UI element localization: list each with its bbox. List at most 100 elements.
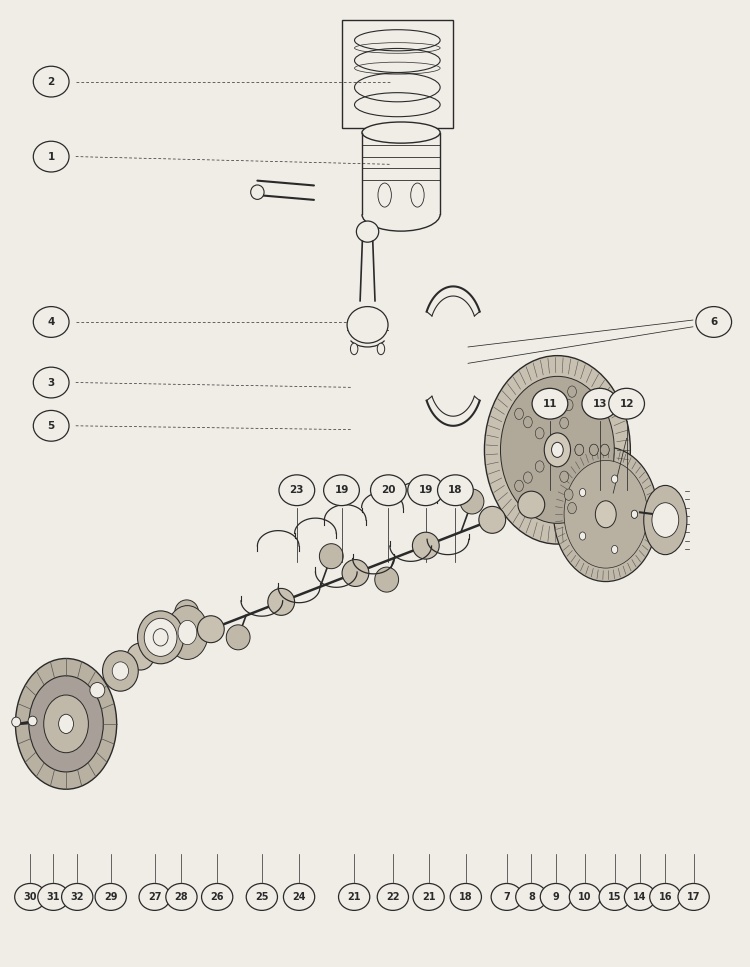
Circle shape	[564, 399, 573, 411]
Ellipse shape	[175, 600, 199, 625]
Circle shape	[524, 417, 532, 427]
Circle shape	[554, 447, 658, 581]
Ellipse shape	[411, 183, 424, 207]
Text: 7: 7	[503, 892, 510, 902]
Text: 15: 15	[608, 892, 622, 902]
Circle shape	[536, 461, 544, 472]
Ellipse shape	[251, 185, 264, 199]
Circle shape	[568, 503, 577, 513]
Ellipse shape	[342, 560, 369, 586]
Circle shape	[536, 427, 544, 439]
Ellipse shape	[460, 489, 484, 514]
Circle shape	[514, 481, 523, 491]
Text: 23: 23	[290, 485, 304, 495]
Ellipse shape	[33, 307, 69, 337]
Text: 21: 21	[347, 892, 361, 902]
Ellipse shape	[103, 651, 138, 691]
Ellipse shape	[377, 343, 385, 355]
Circle shape	[611, 545, 618, 553]
Circle shape	[590, 444, 598, 455]
Ellipse shape	[28, 717, 37, 726]
Ellipse shape	[197, 616, 224, 643]
Text: 24: 24	[292, 892, 306, 902]
Ellipse shape	[582, 389, 618, 419]
Circle shape	[596, 501, 616, 528]
Circle shape	[500, 376, 614, 523]
Text: 21: 21	[422, 892, 435, 902]
Ellipse shape	[90, 683, 105, 698]
Text: 10: 10	[578, 892, 592, 902]
Circle shape	[632, 511, 638, 518]
Text: 27: 27	[148, 892, 161, 902]
Text: 29: 29	[104, 892, 118, 902]
Text: 28: 28	[175, 892, 188, 902]
Text: 14: 14	[633, 892, 646, 902]
Text: 2: 2	[47, 76, 55, 87]
Text: 18: 18	[459, 892, 472, 902]
Ellipse shape	[320, 543, 344, 569]
Text: 1: 1	[47, 152, 55, 161]
Ellipse shape	[450, 884, 482, 910]
Ellipse shape	[413, 532, 440, 559]
Ellipse shape	[38, 884, 69, 910]
Ellipse shape	[153, 629, 168, 646]
Circle shape	[524, 472, 532, 484]
Circle shape	[590, 444, 598, 455]
Ellipse shape	[516, 884, 547, 910]
Circle shape	[580, 532, 586, 540]
Circle shape	[58, 715, 74, 734]
Ellipse shape	[362, 122, 440, 143]
Circle shape	[575, 444, 584, 455]
Text: 4: 4	[47, 317, 55, 327]
Text: 13: 13	[592, 398, 607, 409]
Ellipse shape	[478, 507, 506, 534]
Ellipse shape	[599, 884, 630, 910]
Circle shape	[544, 433, 571, 467]
Ellipse shape	[375, 567, 398, 592]
Text: 30: 30	[23, 892, 37, 902]
Ellipse shape	[137, 611, 184, 663]
Text: 16: 16	[658, 892, 672, 902]
Circle shape	[652, 503, 679, 538]
Ellipse shape	[202, 884, 232, 910]
Ellipse shape	[408, 475, 443, 506]
Circle shape	[166, 605, 208, 659]
Text: 32: 32	[70, 892, 84, 902]
Ellipse shape	[33, 410, 69, 441]
Ellipse shape	[518, 491, 544, 518]
Text: 9: 9	[553, 892, 560, 902]
Ellipse shape	[112, 661, 128, 680]
Text: 8: 8	[528, 892, 535, 902]
Ellipse shape	[625, 884, 656, 910]
Circle shape	[560, 471, 568, 483]
Text: 18: 18	[448, 485, 463, 495]
Ellipse shape	[347, 307, 388, 343]
Text: 17: 17	[687, 892, 700, 902]
Ellipse shape	[12, 718, 21, 727]
Circle shape	[551, 442, 563, 457]
Ellipse shape	[246, 884, 278, 910]
Ellipse shape	[634, 499, 642, 506]
Ellipse shape	[678, 884, 710, 910]
Circle shape	[560, 418, 568, 428]
Bar	[341, 20, 453, 128]
Ellipse shape	[609, 389, 644, 419]
Ellipse shape	[569, 884, 601, 910]
Ellipse shape	[15, 884, 46, 910]
Circle shape	[484, 356, 630, 544]
Circle shape	[611, 475, 618, 484]
Text: 31: 31	[46, 892, 60, 902]
Circle shape	[575, 444, 584, 455]
Circle shape	[514, 408, 523, 420]
Circle shape	[28, 676, 104, 772]
Text: 19: 19	[419, 485, 433, 495]
Circle shape	[564, 489, 573, 500]
Circle shape	[564, 460, 647, 568]
Text: 20: 20	[381, 485, 396, 495]
Ellipse shape	[350, 343, 358, 355]
Ellipse shape	[33, 66, 69, 97]
Ellipse shape	[370, 475, 406, 506]
Ellipse shape	[338, 884, 370, 910]
Ellipse shape	[532, 389, 568, 419]
Text: 19: 19	[334, 485, 349, 495]
